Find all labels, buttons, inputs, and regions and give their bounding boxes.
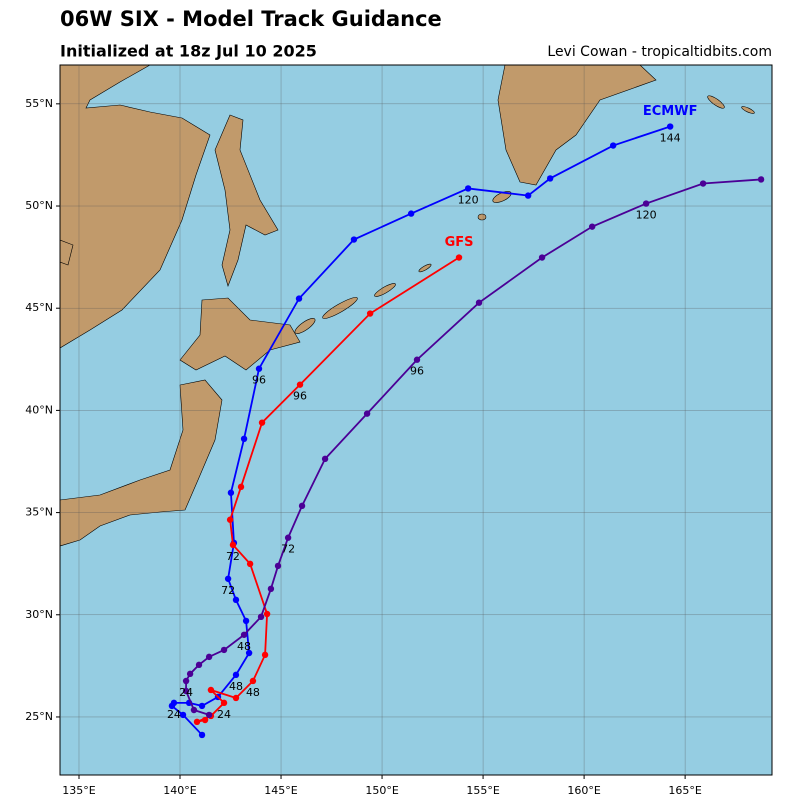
forecast-hour-label: 120 [458, 193, 479, 206]
track-point [257, 613, 265, 621]
track-point [182, 677, 190, 685]
track-point [232, 671, 240, 679]
plot-layer: 24 48 72 96 120 144 24 48 72 96 24 48 72 96 120 [60, 65, 772, 775]
track-point [588, 223, 596, 230]
model-name: GFS [445, 235, 474, 250]
track-point [179, 711, 187, 719]
track-point [366, 310, 374, 317]
track-point [237, 483, 245, 491]
track-point [524, 192, 532, 199]
y-tick-label: 40°N [25, 403, 53, 416]
track-point [699, 180, 707, 187]
title: 06W SIX - Model Track Guidance [60, 7, 442, 31]
track-point [190, 706, 198, 714]
track-point [321, 455, 329, 463]
track-point [609, 142, 617, 149]
track-point [464, 185, 472, 192]
forecast-hour-label: 48 [229, 680, 243, 693]
credit: Levi Cowan - tropicaltidbits.com [547, 44, 772, 60]
forecast-hour-label: 72 [281, 543, 295, 556]
track-point [227, 489, 235, 496]
track-point [232, 694, 240, 702]
subtitle: Initialized at 18z Jul 10 2025 [60, 42, 317, 61]
track-point [546, 175, 554, 182]
track-point [666, 123, 674, 130]
y-tick-label: 50°N [25, 199, 53, 212]
y-tick-label: 45°N [25, 301, 53, 314]
track-point [201, 716, 209, 724]
track-point [363, 410, 371, 417]
track-point [284, 534, 292, 541]
model-name: ECMWF [643, 104, 698, 119]
y-tick-label: 25°N [25, 710, 53, 723]
track-point [205, 711, 213, 719]
track-point [242, 617, 250, 625]
track-point [198, 702, 206, 710]
track-point [198, 731, 206, 739]
track-point [220, 646, 228, 654]
track-point [226, 516, 234, 523]
forecast-hour-label: 96 [410, 365, 424, 378]
track-point [455, 254, 463, 261]
forecast-hour-label: 48 [246, 686, 260, 699]
x-tick-label: 145°E [264, 784, 297, 797]
forecast-hour-label: 144 [660, 132, 681, 145]
x-tick-label: 160°E [567, 784, 600, 797]
forecast-hour-label: 72 [221, 584, 235, 597]
track-point [350, 236, 358, 243]
track-point [220, 699, 228, 707]
track-point [413, 356, 421, 363]
forecast-hour-label: 96 [252, 374, 266, 387]
track-point [246, 560, 254, 568]
track-point [207, 686, 215, 694]
track-point [642, 200, 650, 207]
y-tick-label: 55°N [25, 97, 53, 110]
track-point [295, 295, 303, 302]
track-point [261, 651, 269, 659]
track-point [274, 562, 282, 570]
track-point [267, 585, 275, 593]
land [60, 65, 755, 547]
y-tick-label: 35°N [25, 506, 53, 519]
track-point [263, 610, 271, 618]
track-point [475, 299, 483, 306]
x-tick-label: 140°E [163, 784, 196, 797]
track-point [296, 381, 304, 388]
x-tick-label: 155°E [466, 784, 499, 797]
forecast-hour-label: 24 [179, 686, 193, 699]
track-point [407, 210, 415, 217]
track-point [249, 677, 257, 685]
track-point [195, 661, 203, 669]
track-point [538, 254, 546, 261]
track-point [245, 649, 253, 657]
y-tick-label: 30°N [25, 608, 53, 621]
track-point [298, 502, 306, 510]
forecast-hour-label: 24 [167, 708, 181, 721]
track-point [205, 653, 213, 661]
x-tick-label: 165°E [668, 784, 701, 797]
track-point [182, 687, 190, 695]
track-point [258, 419, 266, 426]
track-point [229, 541, 237, 549]
forecast-hour-label: 120 [636, 209, 657, 222]
forecast-hour-label: 24 [217, 708, 231, 721]
x-tick-label: 150°E [365, 784, 398, 797]
forecast-hour-label: 48 [237, 640, 251, 653]
forecast-hour-label: 72 [226, 550, 240, 563]
track-point [224, 575, 232, 582]
track-point [240, 435, 248, 443]
track-point [240, 631, 248, 638]
track-point [193, 718, 201, 726]
frame [59, 64, 773, 776]
track-point [170, 699, 178, 707]
forecast-hour-label: 96 [293, 390, 307, 403]
track-point [255, 365, 263, 372]
track-point [757, 176, 765, 183]
x-tick-label: 135°E [62, 784, 95, 797]
track-point [186, 670, 194, 678]
track-point [232, 596, 240, 604]
